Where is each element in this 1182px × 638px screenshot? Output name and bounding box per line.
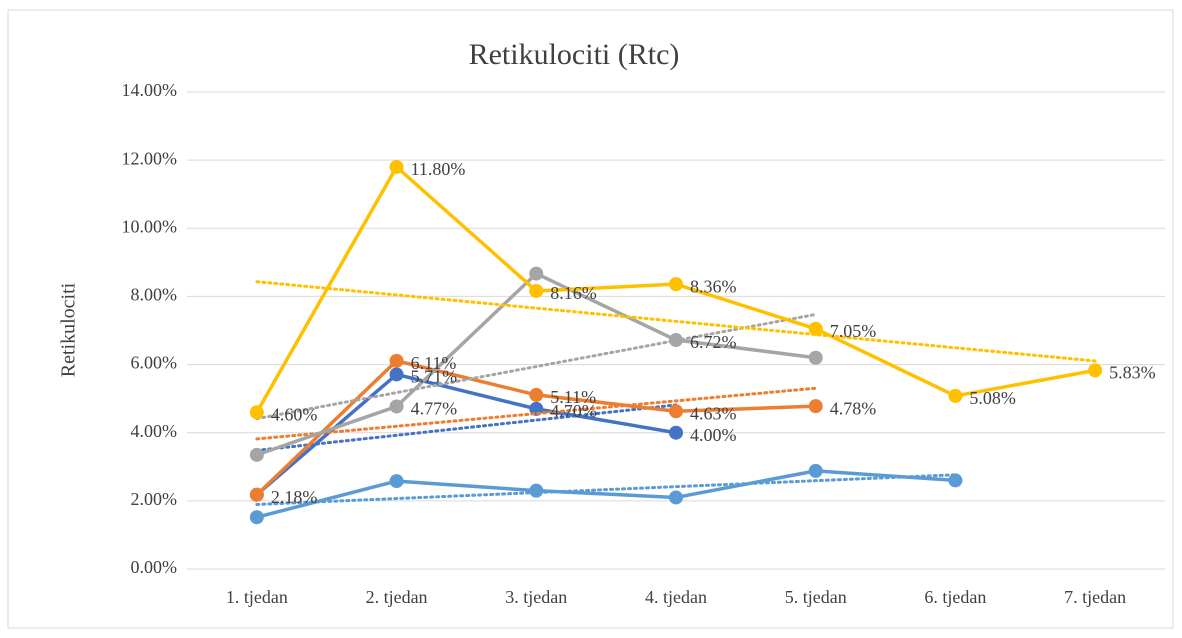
x-tick-label: 2. tjedan [366, 587, 428, 607]
x-tick-label: 7. tjedan [1064, 587, 1126, 607]
data-point [389, 159, 404, 174]
x-tick-label: 4. tjedan [645, 587, 707, 607]
data-point [389, 399, 404, 414]
trend-line [255, 312, 818, 421]
data-label: 8.36% [690, 276, 737, 296]
trend-line [255, 403, 678, 452]
data-point [669, 490, 683, 505]
y-tick-label: 6.00% [131, 353, 178, 373]
data-point [669, 425, 683, 440]
y-tick-label: 14.00% [122, 80, 178, 100]
data-point [808, 463, 823, 478]
series-line [256, 469, 956, 519]
data-point [249, 405, 264, 420]
data-point [529, 283, 544, 298]
data-label: 5.08% [969, 388, 1016, 408]
data-point [529, 483, 544, 498]
data-label: 7.05% [830, 321, 877, 341]
data-point [1088, 363, 1103, 378]
y-tick-label: 4.00% [131, 421, 178, 441]
series-line [255, 372, 677, 497]
data-label: 4.00% [690, 425, 737, 445]
data-label: 11.80% [411, 159, 466, 179]
data-point [808, 399, 823, 414]
data-label: 8.16% [550, 283, 597, 303]
data-label: 4.77% [411, 399, 458, 419]
data-point [389, 367, 404, 382]
data-point [669, 277, 683, 292]
data-label: 4.60% [271, 404, 318, 424]
data-point [389, 474, 404, 489]
y-tick-label: 8.00% [131, 285, 178, 305]
data-label: 4.78% [830, 398, 877, 418]
trend-line [255, 386, 818, 441]
data-point [249, 447, 264, 462]
data-point [249, 510, 264, 525]
data-point [529, 387, 544, 402]
data-point [948, 473, 963, 488]
data-label: 6.11% [411, 353, 457, 373]
trend-line [255, 473, 957, 506]
y-tick-label: 10.00% [122, 216, 178, 236]
x-tick-label: 5. tjedan [785, 587, 847, 607]
data-label: 6.72% [690, 332, 737, 352]
data-label: 5.83% [1109, 362, 1156, 382]
data-label: 5.71% [411, 367, 458, 387]
x-tick-label: 3. tjedan [505, 587, 567, 607]
data-point [389, 353, 404, 368]
trend-line [255, 280, 1097, 363]
chart-title: Retikulociti (Rtc) [469, 38, 680, 71]
data-point [249, 487, 264, 502]
y-axis-title: Retikulociti [58, 282, 80, 377]
data-point [669, 333, 683, 348]
chart-border [7, 9, 1174, 629]
data-label: 5.11% [550, 387, 596, 407]
data-label: 2.18% [271, 487, 318, 507]
x-tick-label: 6. tjedan [924, 587, 986, 607]
data-label: 4.63% [690, 403, 737, 423]
y-tick-label: 12.00% [122, 148, 178, 168]
y-tick-label: 2.00% [131, 489, 178, 509]
data-point [948, 388, 963, 403]
data-label: 4.70% [550, 401, 597, 421]
data-point [808, 321, 823, 336]
data-point [808, 350, 823, 365]
x-tick-label: 1. tjedan [226, 587, 288, 607]
data-point [669, 404, 683, 419]
y-tick-label: 0.00% [131, 557, 178, 577]
data-point [529, 266, 544, 281]
